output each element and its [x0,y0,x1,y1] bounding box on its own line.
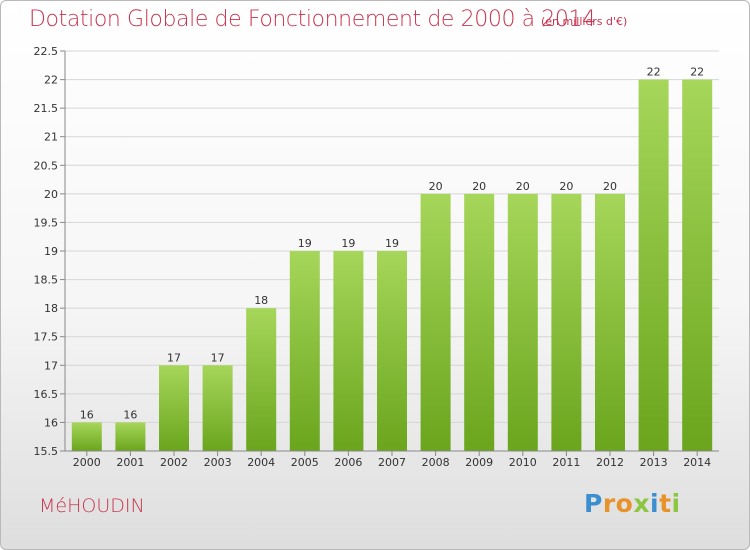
y-tick-label: 18 [44,302,58,315]
x-tick-label: 2007 [378,456,406,469]
data-label: 22 [647,66,661,79]
data-label: 20 [472,180,486,193]
bar-2012 [595,193,625,451]
data-label: 16 [123,408,137,421]
x-tick-label: 2013 [640,456,668,469]
y-tick-label: 20.5 [34,159,59,172]
data-label: 17 [211,351,225,364]
x-tick-label: 2006 [334,456,362,469]
y-tick-label: 17.5 [34,331,59,344]
bar-2010 [507,193,538,451]
logo-letter: x [633,489,650,518]
chart-title: Dotation Globale de Fonctionnement de 20… [29,7,596,32]
y-tick-label: 21 [44,131,58,144]
y-tick-label: 17 [44,359,58,372]
bar-2014 [682,79,713,452]
x-tick-label: 2001 [116,456,144,469]
y-tick-label: 20 [44,188,58,201]
x-tick-label: 2004 [247,456,275,469]
y-tick-label: 19 [44,245,58,258]
bar-2004 [246,308,277,451]
data-label: 18 [254,294,268,307]
data-label: 20 [429,180,443,193]
bar-2009 [464,193,495,451]
data-label: 20 [603,180,617,193]
y-tick-label: 22 [44,74,58,87]
commune-name: MéHOUDIN [39,495,145,517]
x-tick-label: 2009 [465,456,493,469]
bar-2006 [333,251,364,451]
y-tick-label: 22.5 [34,45,59,58]
data-label: 20 [559,180,573,193]
logo-letter: i [650,489,660,518]
data-label: 16 [80,408,94,421]
logo-letter: r [602,489,616,518]
y-tick-label: 21.5 [34,102,59,115]
y-tick-label: 15.5 [34,445,59,458]
data-label: 19 [341,237,355,250]
logo-letter: t [659,489,672,518]
bar-2007 [377,251,407,451]
y-tick-label: 18.5 [34,274,59,287]
bar-2000 [71,422,102,451]
data-label: 19 [298,237,312,250]
bar-2002 [159,365,189,451]
bar-2008 [420,193,451,451]
y-tick-label: 16.5 [34,388,59,401]
x-tick-label: 2003 [204,456,232,469]
bar-2005 [289,251,320,451]
x-tick-label: 2010 [509,456,537,469]
data-label: 17 [167,351,181,364]
chart-subtitle: (en milliers d'€) [541,15,628,28]
data-label: 22 [690,66,704,79]
logo-letter: i [671,489,681,518]
logo-letter: o [615,489,634,518]
x-tick-label: 2008 [422,456,450,469]
x-tick-label: 2005 [291,456,319,469]
bars [71,79,713,452]
logo-letter: P [584,489,603,518]
bar-2001 [115,422,146,451]
x-tick-label: 2011 [552,456,580,469]
x-tick-label: 2000 [73,456,101,469]
proxiti-logo[interactable]: Proxiti [584,489,681,518]
x-tick-label: 2002 [160,456,188,469]
y-tick-label: 16 [44,416,58,429]
bar-2011 [551,193,582,451]
data-label: 20 [516,180,530,193]
x-tick-label: 2012 [596,456,624,469]
y-tick-label: 19.5 [34,216,59,229]
x-tick-label: 2014 [683,456,711,469]
labels: 15.5 16 16.5 17 17.5 18 18.5 19 19.5 20 20.5 21 21.5… [34,45,712,469]
bar-2003 [202,365,233,451]
axes [60,50,719,456]
data-label: 19 [385,237,399,250]
bar-2013 [638,79,669,452]
